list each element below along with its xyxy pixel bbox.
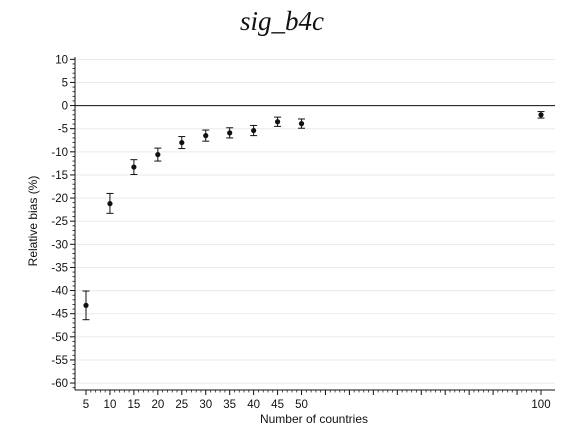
x-tick-label: 10	[104, 399, 117, 411]
y-tick-label: -30	[51, 239, 68, 251]
x-tick-label: 45	[271, 399, 284, 411]
x-tick-label: 40	[247, 399, 260, 411]
y-tick-label: -25	[51, 216, 68, 228]
data-point	[155, 151, 161, 158]
x-tick-label: 50	[295, 399, 308, 411]
x-tick-label: 5	[83, 399, 89, 411]
data-point	[203, 133, 209, 139]
x-tick-label: 15	[127, 399, 140, 411]
y-tick-label: 10	[55, 54, 68, 66]
data-series	[82, 111, 545, 321]
y-tick-label: -5	[58, 124, 68, 136]
x-tick-label: 20	[151, 399, 164, 411]
data-point	[274, 119, 281, 125]
y-tick-label: -20	[51, 193, 68, 205]
chart-title: sig_b4c	[240, 6, 324, 36]
y-tick-label: -55	[51, 355, 68, 367]
data-point	[83, 302, 89, 308]
y-axis-label: Relative bias (%)	[26, 176, 40, 267]
y-tick-label: -10	[51, 147, 68, 159]
x-axis-label: Number of countries	[260, 412, 368, 426]
x-tick-label: 35	[223, 399, 236, 411]
y-tick-label: -15	[51, 170, 68, 182]
data-point	[131, 164, 137, 170]
y-tick-label: -35	[51, 262, 68, 274]
data-point	[251, 127, 257, 134]
data-point	[107, 201, 113, 207]
data-point	[227, 130, 233, 136]
axes: 1050-5-10-15-20-25-30-35-40-45-50-55-605…	[51, 54, 555, 411]
y-tick-label: 0	[62, 101, 68, 113]
y-tick-label: -50	[51, 332, 68, 344]
data-point	[298, 121, 305, 127]
grid-lines	[75, 58, 555, 384]
y-tick-label: -60	[51, 378, 68, 390]
data-point	[179, 139, 185, 146]
y-tick-label: -45	[51, 309, 68, 321]
x-tick-label: 25	[175, 399, 188, 411]
data-point	[538, 112, 544, 118]
y-tick-label: 5	[62, 77, 68, 89]
x-tick-label: 100	[531, 399, 550, 411]
y-tick-label: -40	[51, 286, 68, 298]
x-tick-label: 30	[199, 399, 212, 411]
